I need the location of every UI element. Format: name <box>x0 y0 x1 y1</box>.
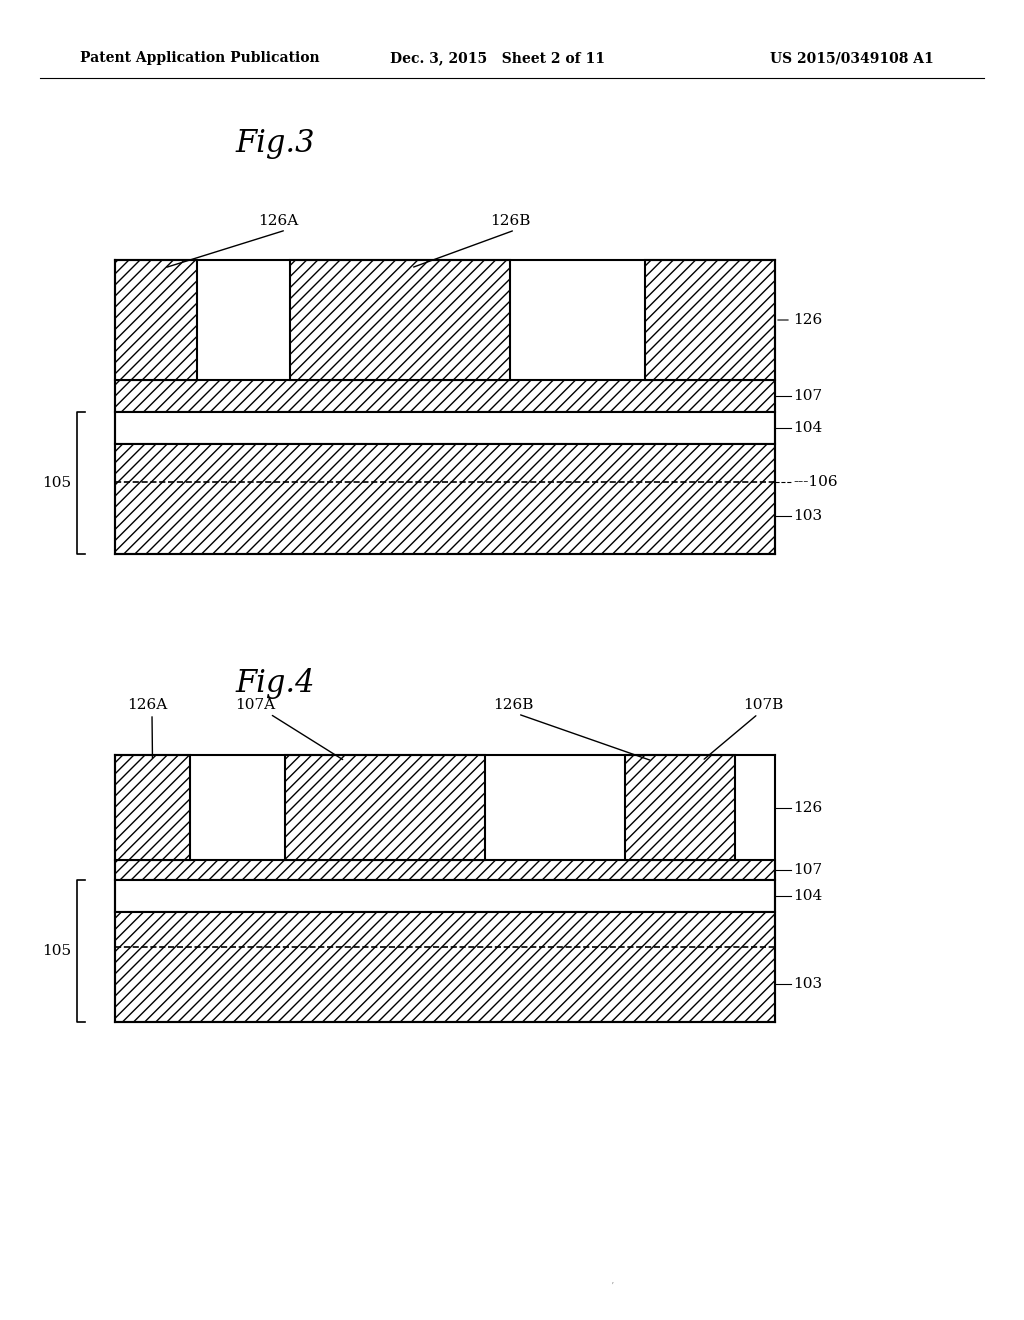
Bar <box>115 880 775 912</box>
Bar <box>625 755 735 861</box>
Text: 103: 103 <box>793 977 822 990</box>
Text: Fig.3: Fig.3 <box>234 128 314 158</box>
Text: Fig.4: Fig.4 <box>234 668 314 700</box>
Bar <box>115 260 197 380</box>
Text: 126A: 126A <box>127 698 167 711</box>
Bar <box>290 260 510 380</box>
Text: 107: 107 <box>793 863 822 876</box>
Text: 105: 105 <box>42 944 71 958</box>
Bar <box>115 380 775 412</box>
Bar <box>115 412 775 444</box>
Text: 126: 126 <box>793 313 822 327</box>
Bar <box>115 912 775 1022</box>
Text: 104: 104 <box>793 888 822 903</box>
Text: 103: 103 <box>793 508 822 523</box>
Bar <box>115 412 775 444</box>
Text: US 2015/0349108 A1: US 2015/0349108 A1 <box>770 51 934 65</box>
Bar <box>645 260 775 380</box>
Text: 126B: 126B <box>493 698 534 711</box>
Text: 126B: 126B <box>489 214 530 228</box>
Bar <box>115 444 775 554</box>
Bar <box>115 861 775 880</box>
Bar <box>115 444 775 554</box>
Text: Patent Application Publication: Patent Application Publication <box>80 51 319 65</box>
Text: 104: 104 <box>793 421 822 436</box>
Bar <box>115 380 775 412</box>
Text: 107A: 107A <box>234 698 275 711</box>
Text: ---106: ---106 <box>793 475 838 488</box>
Bar <box>115 755 190 861</box>
Bar <box>115 912 775 1022</box>
Text: 126A: 126A <box>258 214 298 228</box>
Text: 107B: 107B <box>742 698 783 711</box>
Bar <box>115 861 775 880</box>
Text: ’: ’ <box>610 1282 613 1292</box>
Bar <box>645 260 775 380</box>
Bar <box>625 755 735 861</box>
Bar <box>115 260 197 380</box>
Text: Dec. 3, 2015   Sheet 2 of 11: Dec. 3, 2015 Sheet 2 of 11 <box>390 51 605 65</box>
Text: 126: 126 <box>793 800 822 814</box>
Bar <box>115 880 775 912</box>
Text: 105: 105 <box>42 477 71 490</box>
Bar <box>115 755 190 861</box>
Bar <box>285 755 485 861</box>
Bar <box>290 260 510 380</box>
Text: 107: 107 <box>793 389 822 403</box>
Bar <box>285 755 485 861</box>
